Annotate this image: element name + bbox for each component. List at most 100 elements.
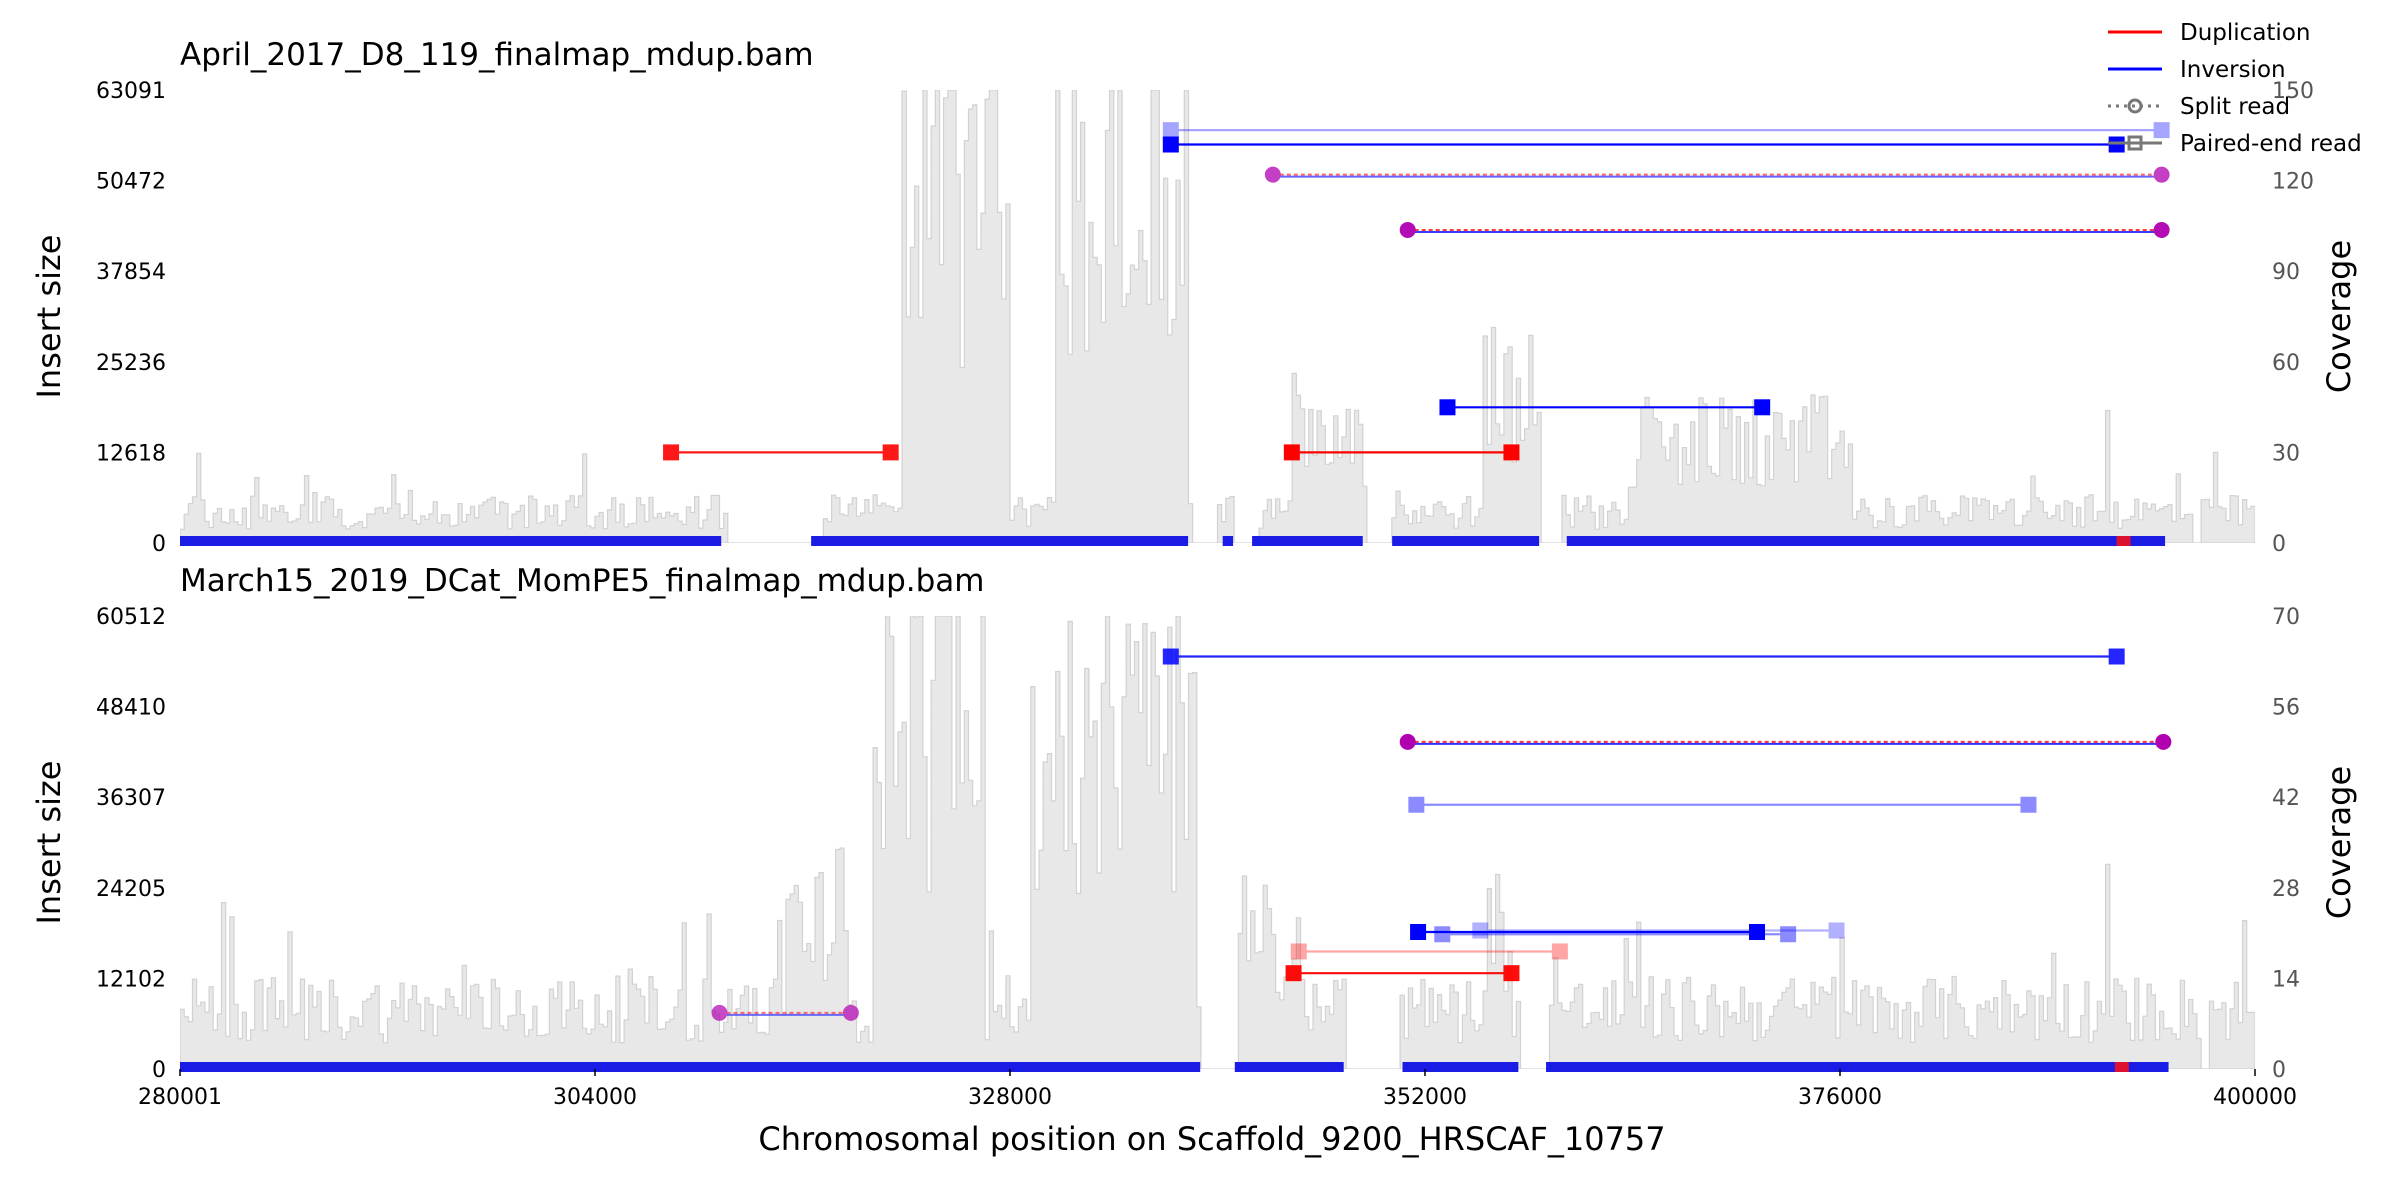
paired-read-marker: [1410, 924, 1427, 941]
x-tick-label: 400000: [2213, 1085, 2297, 1110]
paired-read-marker: [1780, 926, 1797, 943]
x-axis: 280001 304000 328000 352000 376000 400000: [138, 1069, 2297, 1110]
paired-read-marker: [2020, 796, 2037, 813]
paired-read-marker: [2108, 136, 2125, 153]
coverage-tick-label: 0: [2272, 532, 2286, 557]
split-read-marker: [2153, 221, 2170, 238]
y-tick-label: 50472: [96, 170, 166, 195]
coverage-tick-label: 14: [2272, 967, 2300, 992]
baseline-reads: [1546, 1062, 2169, 1072]
paired-read-marker: [1439, 399, 1456, 416]
paired-read-marker: [1472, 922, 1489, 939]
baseline-reads: [180, 536, 722, 546]
paired-read-marker: [1162, 122, 1179, 139]
split-read-marker: [1399, 733, 1416, 750]
split-read-marker: [1264, 166, 1281, 183]
baseline-reads: [1222, 536, 1234, 546]
paired-read-marker: [1285, 965, 1302, 982]
paired-read-marker: [1551, 943, 1568, 960]
coverage-tick-label: 60: [2272, 351, 2300, 376]
paired-read-marker: [2108, 648, 2125, 665]
sv-event-inv: [1472, 922, 1845, 939]
paired-read-marker: [1408, 796, 1425, 813]
sv-event-inv: [1410, 924, 1765, 941]
y-tick-label: 25236: [96, 351, 166, 376]
coverage-tick-label: 30: [2272, 441, 2300, 466]
sv-event-dup: [1285, 965, 1520, 982]
y-tick-label: 36307: [96, 786, 166, 811]
y-tick-label: 63091: [96, 79, 166, 104]
paired-read-marker: [1503, 965, 1520, 982]
sv-event-inv: [1408, 796, 2037, 813]
coverage-axis-label: Coverage: [2320, 240, 2358, 393]
paired-read-marker: [1162, 648, 1179, 665]
paired-read-marker: [882, 444, 899, 461]
y-tick-label: 48410: [96, 696, 166, 721]
baseline-reads: [1566, 536, 2166, 546]
sv-event-inv: [1434, 926, 1797, 943]
split-read-marker: [2153, 166, 2170, 183]
coverage-tick-label: 42: [2272, 786, 2300, 811]
y-axis-label: Insert size: [30, 235, 68, 399]
sv-event-mix: [1399, 733, 2172, 750]
sv-event-dup: [1283, 444, 1520, 461]
coverage-tick-label: 70: [2272, 605, 2300, 630]
sv-event-mix: [1399, 221, 2170, 238]
split-read-marker: [1399, 221, 1416, 238]
baseline-reads: [1402, 1062, 1519, 1072]
paired-read-marker: [2153, 122, 2170, 139]
paired-read-marker: [1828, 922, 1845, 939]
y-tick-label: 0: [152, 1058, 166, 1083]
sv-event-mix: [711, 1004, 859, 1021]
panel-title: April_2017_D8_119_finalmap_mdup.bam: [180, 37, 814, 73]
baseline-reads: [1252, 536, 1363, 546]
split-read-marker: [2155, 733, 2172, 750]
paired-read-marker: [1754, 399, 1771, 416]
coverage-tick-label: 0: [2272, 1058, 2286, 1083]
legend-split-read-label: Split read: [2180, 94, 2290, 120]
sv-event-inv: [1162, 122, 2170, 139]
y-tick-label: 0: [152, 532, 166, 557]
y-tick-label: 12102: [96, 967, 166, 992]
y-tick-label: 60512: [96, 605, 166, 630]
baseline-reads: [180, 1062, 1201, 1072]
legend-inversion-label: Inversion: [2180, 57, 2286, 83]
paired-read-marker: [1434, 926, 1451, 943]
coverage-tick-label: 90: [2272, 260, 2300, 285]
legend: Duplication Inversion Split read Paired-…: [2108, 20, 2362, 157]
baseline-duplication-marker: [2114, 1062, 2129, 1072]
coverage-tick-label: 56: [2272, 696, 2300, 721]
baseline-duplication-marker: [2116, 536, 2131, 546]
x-tick-label: 304000: [553, 1085, 637, 1110]
baseline-reads: [1234, 1062, 1344, 1072]
panel-2: 0 12102 24205 36307 48410 60512 0 14 28 42 56 70 Mar…: [30, 563, 2358, 1083]
x-tick-label: 376000: [1798, 1085, 1882, 1110]
x-tick-label: 352000: [1383, 1085, 1467, 1110]
legend-paired-end-label: Paired-end read: [2180, 131, 2362, 157]
coverage-axis-label: Coverage: [2320, 766, 2358, 919]
y-tick-label: 12618: [96, 441, 166, 466]
coverage-tick-label: 150: [2272, 79, 2314, 104]
paired-read-marker: [663, 444, 680, 461]
y-axis-label: Insert size: [30, 761, 68, 925]
legend-paired-end-marker: [2127, 135, 2143, 151]
split-read-marker: [842, 1004, 859, 1021]
sv-event-dup: [1290, 943, 1568, 960]
coverage-histogram: [180, 90, 2255, 543]
coverage-tick-label: 28: [2272, 877, 2300, 902]
legend-duplication-label: Duplication: [2180, 20, 2310, 46]
x-axis-label: Chromosomal position on Scaffold_9200_HR…: [758, 1120, 1665, 1158]
paired-read-marker: [1283, 444, 1300, 461]
x-tick-label: 328000: [968, 1085, 1052, 1110]
paired-read-marker: [1503, 444, 1520, 461]
sv-event-mix: [1264, 166, 2170, 183]
baseline-reads: [1392, 536, 1540, 546]
panel-title: March15_2019_DCat_MomPE5_finalmap_mdup.b…: [180, 563, 985, 599]
baseline-reads: [811, 536, 1189, 546]
coverage-tick-label: 120: [2272, 170, 2314, 195]
sv-event-dup: [663, 444, 899, 461]
x-tick-label: 280001: [138, 1085, 222, 1110]
paired-read-marker: [1748, 924, 1765, 941]
y-tick-label: 24205: [96, 877, 166, 902]
